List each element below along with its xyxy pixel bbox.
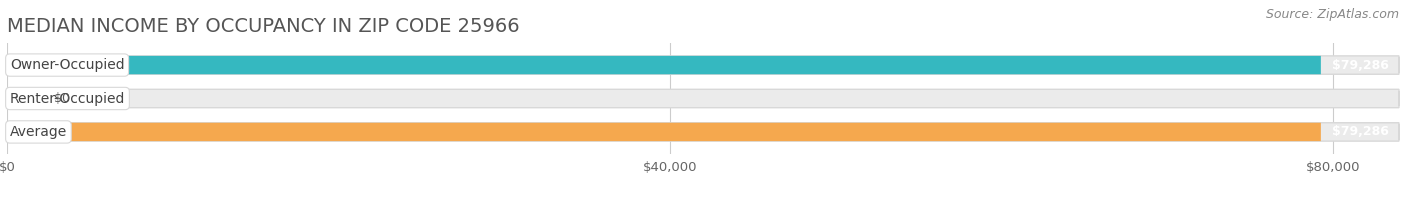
FancyBboxPatch shape <box>7 89 1399 108</box>
Text: Average: Average <box>10 125 67 139</box>
Text: Owner-Occupied: Owner-Occupied <box>10 58 125 72</box>
Text: Renter-Occupied: Renter-Occupied <box>10 91 125 106</box>
FancyBboxPatch shape <box>7 123 1399 141</box>
Text: MEDIAN INCOME BY OCCUPANCY IN ZIP CODE 25966: MEDIAN INCOME BY OCCUPANCY IN ZIP CODE 2… <box>7 17 520 36</box>
Text: $0: $0 <box>55 92 70 105</box>
FancyBboxPatch shape <box>7 89 38 108</box>
FancyBboxPatch shape <box>7 56 1399 74</box>
Text: $79,286: $79,286 <box>1333 125 1389 138</box>
Text: Source: ZipAtlas.com: Source: ZipAtlas.com <box>1265 8 1399 21</box>
FancyBboxPatch shape <box>7 56 1320 74</box>
FancyBboxPatch shape <box>7 123 1320 141</box>
Text: $79,286: $79,286 <box>1333 59 1389 72</box>
